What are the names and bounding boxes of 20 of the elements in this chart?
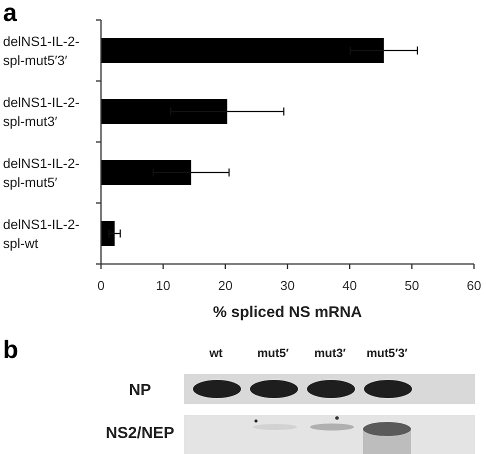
y-tick-label: delNS1-IL-2-spl-wt: [3, 217, 80, 251]
category-label: mut5′3′: [366, 346, 408, 360]
category-label: NS2/NEP: [106, 425, 174, 442]
y-tick-label: delNS1-IL-2-spl-mut5′: [3, 156, 80, 190]
x-tick-label: 50: [404, 278, 420, 293]
x-tick-label: 10: [156, 278, 170, 293]
x-tick-label: 40: [342, 278, 357, 293]
category-label: NP: [128, 382, 152, 399]
y-tick-label: delNS1-IL-2-spl-mut3′: [3, 95, 80, 129]
x-tick-label: 20: [218, 278, 233, 293]
text: b: [3, 336, 18, 364]
category-label: mut5′: [257, 346, 289, 360]
category-label: mut3′: [314, 346, 346, 360]
x-tick-label: 60: [466, 278, 482, 293]
x-axis-title: % spliced NS mRNA: [212, 304, 362, 321]
x-tick-label: 30: [280, 278, 295, 293]
x-tick-label: 0: [97, 278, 105, 293]
chart-title: a: [3, 0, 18, 27]
category-label: wt: [208, 346, 223, 360]
y-tick-label: delNS1-IL-2-spl-mut5′3′: [3, 34, 80, 68]
